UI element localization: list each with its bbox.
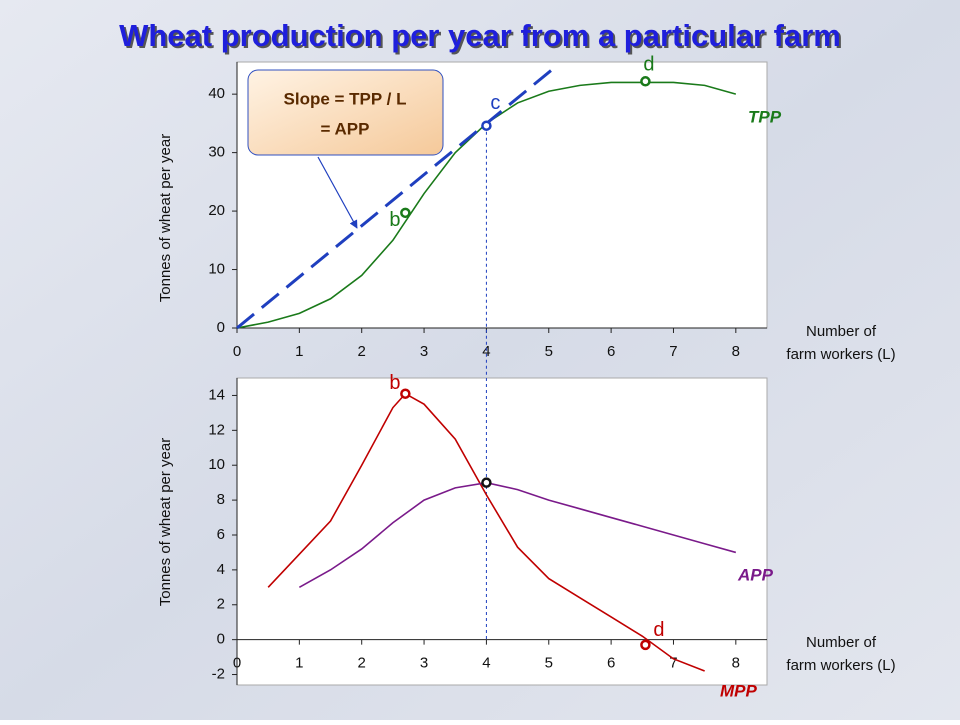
x-tick-label: 3 (420, 343, 428, 360)
y-tick-label: 14 (208, 386, 225, 403)
x-tick-label: 3 (420, 655, 428, 672)
x-tick-label: 1 (295, 655, 303, 672)
point (640, 76, 651, 87)
x-tick-label: 5 (545, 343, 553, 360)
series-label: TPP (748, 107, 782, 126)
y-tick-label: 10 (208, 261, 225, 278)
point (640, 639, 651, 651)
y-axis-label: Tonnes of wheat per year (157, 438, 174, 606)
y-axis-label: Tonnes of wheat per year (157, 134, 174, 302)
point-label: d (653, 619, 664, 641)
x-axis-label: farm workers (L) (786, 657, 895, 674)
tangent-line (236, 66, 556, 330)
x-tick-label: 0 (233, 655, 241, 672)
callout-text: = APP (321, 119, 370, 138)
y-tick-label: 20 (208, 202, 225, 219)
x-tick-label: 5 (545, 655, 553, 672)
y-tick-label: 40 (208, 85, 225, 102)
series-line (298, 481, 737, 589)
x-axis-label: farm workers (L) (786, 346, 895, 363)
x-tick-label: 1 (295, 343, 303, 360)
point-label: b (389, 372, 400, 394)
y-tick-label: 10 (208, 456, 225, 473)
x-tick-label: 2 (358, 655, 366, 672)
plot-area (236, 377, 768, 686)
x-axis-label: Number of (806, 323, 877, 340)
x-tick-label: 4 (482, 343, 490, 360)
x-tick-label: 0 (233, 343, 241, 360)
x-tick-label: 6 (607, 655, 615, 672)
x-axis-label: Number of (806, 634, 877, 651)
series-label: APP (737, 565, 774, 584)
series-line (267, 392, 705, 672)
x-tick-label: 2 (358, 343, 366, 360)
series-label: MPP (720, 681, 758, 700)
y-tick-label: -2 (212, 666, 225, 683)
callout-box (247, 69, 444, 156)
point-label: b (389, 209, 400, 231)
callout-arrow (317, 156, 358, 229)
y-tick-label: 0 (217, 631, 225, 648)
x-tick-label: 6 (607, 343, 615, 360)
point-label: c (490, 92, 500, 114)
y-tick-label: 8 (217, 491, 225, 508)
y-tick-label: 30 (208, 144, 225, 161)
title-shadow: Wheat production per year from a particu… (121, 20, 843, 55)
x-tick-label: 8 (732, 343, 740, 360)
x-tick-label: 7 (669, 655, 677, 672)
callout-text: Slope = TPP / L (284, 89, 407, 108)
y-tick-label: 0 (217, 319, 225, 336)
y-tick-label: 12 (208, 421, 225, 438)
y-tick-label: 6 (217, 526, 225, 543)
point (400, 388, 411, 399)
point (481, 477, 492, 488)
x-tick-label: 8 (732, 655, 740, 672)
point-label: d (643, 54, 654, 76)
point (481, 120, 492, 131)
title: Wheat production per year from a particu… (119, 18, 841, 53)
y-tick-label: 4 (217, 561, 225, 578)
x-tick-label: 4 (482, 655, 490, 672)
y-tick-label: 2 (217, 596, 225, 613)
x-tick-label: 7 (669, 343, 677, 360)
point (400, 207, 411, 219)
